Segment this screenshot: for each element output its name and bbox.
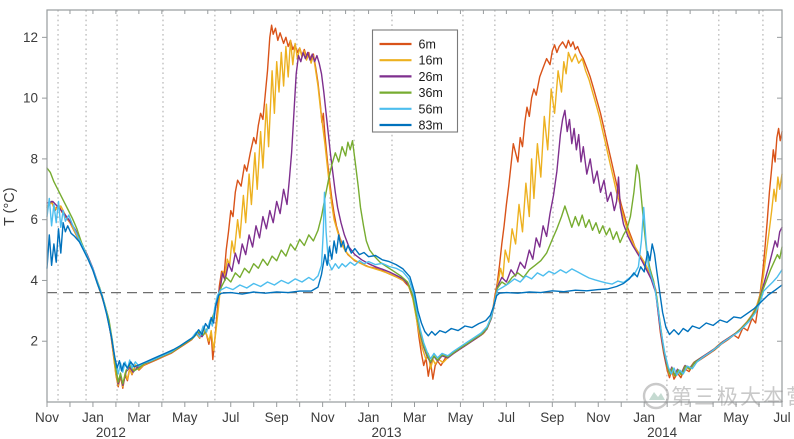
- x-tick-label: Nov: [586, 410, 610, 425]
- x-tick-label: Jul: [498, 410, 515, 425]
- x-tick-label: May: [448, 410, 474, 425]
- year-label: 2014: [647, 425, 678, 439]
- legend-label-6m: 6m: [419, 38, 436, 52]
- y-tick-label: 8: [30, 151, 38, 166]
- axis-ticks: [42, 10, 783, 407]
- legend-label-56m: 56m: [419, 102, 443, 116]
- x-tick-label: Nov: [311, 410, 335, 425]
- watermark-logo-icon: [642, 382, 670, 410]
- watermark: 第三极大本营: [642, 382, 794, 410]
- y-tick-label: 6: [30, 212, 38, 227]
- x-tick-label: Mar: [127, 410, 151, 425]
- x-tick-label: Mar: [679, 410, 703, 425]
- year-label: 2013: [372, 425, 402, 439]
- x-tick-label: Jan: [358, 410, 380, 425]
- series-56m-line: [46, 191, 783, 376]
- dotted-gridlines: [57, 10, 764, 402]
- x-tick-label: May: [172, 410, 198, 425]
- x-tick-label: Nov: [35, 410, 59, 425]
- y-tick-labels: 2 4 6 8 10 12: [23, 30, 39, 349]
- series-83m-line: [46, 221, 783, 372]
- legend-box: [371, 29, 459, 133]
- y-axis-label: T (°C): [2, 187, 18, 226]
- legend-label-26m: 26m: [419, 70, 443, 84]
- x-tick-label: Jan: [82, 410, 104, 425]
- series-36m-line: [46, 139, 783, 385]
- series-lines: [46, 24, 783, 389]
- y-tick-label: 2: [30, 334, 38, 349]
- year-label: 2012: [96, 425, 126, 439]
- legend-label-16m: 16m: [419, 54, 443, 68]
- y-tick-label: 12: [23, 30, 38, 45]
- x-tick-label: Sep: [265, 410, 289, 425]
- legend-label-36m: 36m: [419, 86, 443, 100]
- x-tick-label: Sep: [540, 410, 564, 425]
- y-tick-label: 4: [30, 273, 38, 288]
- watermark-mountain-icon: [649, 392, 665, 400]
- x-tick-label: Jul: [773, 410, 790, 425]
- watermark-text: 第三极大本营: [671, 386, 794, 409]
- x-tick-labels: Nov Jan Mar May Jul Sep Nov Jan Mar May Jul Sep Nov J…: [35, 410, 791, 439]
- legend: 6m 16m 26m 36m 56m 83m: [371, 29, 459, 133]
- y-tick-label: 10: [23, 91, 38, 106]
- x-tick-label: Jan: [633, 410, 655, 425]
- legend-label-83m: 83m: [419, 119, 443, 133]
- x-tick-label: May: [723, 410, 749, 425]
- x-tick-label: Jul: [222, 410, 239, 425]
- x-tick-label: Mar: [403, 410, 427, 425]
